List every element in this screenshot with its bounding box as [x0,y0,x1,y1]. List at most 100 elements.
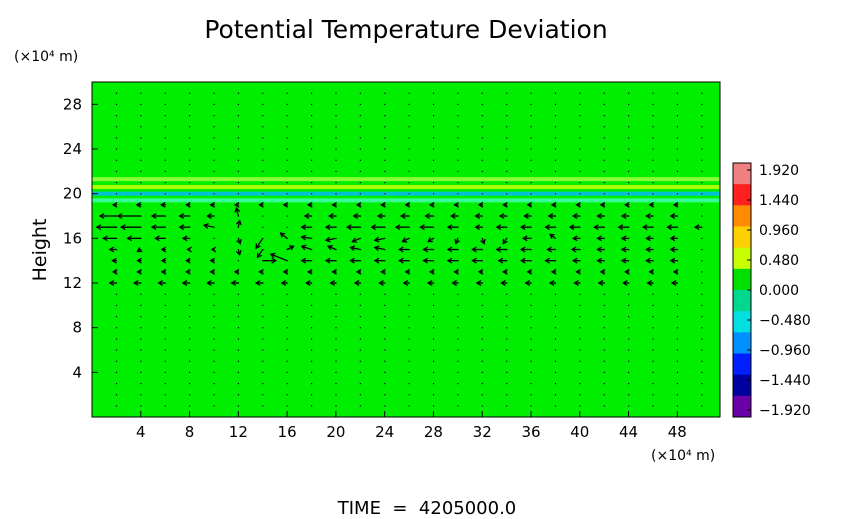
vector-dot-522 [554,405,557,407]
y-tick-label-6: 28 [63,95,82,113]
vector-dot-268 [335,327,337,329]
x-tick-label-10: 44 [619,423,638,441]
wind-vector-shaft [327,245,337,251]
vector-dot-614 [628,349,630,351]
wind-vector-108 [186,246,192,253]
wind-vector-head [519,246,526,253]
vector-dot-372 [408,137,410,139]
vector-dot-293 [359,371,361,374]
colorbar-tick-label-6: −0.960 [759,343,811,359]
vector-dot-501 [530,316,532,318]
wind-vector-34 [544,224,556,231]
x-tick-label-6: 28 [424,423,443,441]
vector-dot-20 [115,182,118,184]
vector-dot-644 [652,338,654,340]
vector-dot-520 [530,103,532,106]
vector-dot-358 [408,293,410,295]
vector-dot-658 [652,182,654,184]
vector-dot-391 [432,249,435,251]
wind-vector-head [378,280,384,286]
vector-dot-414 [457,316,459,318]
vector-dot-528 [554,338,557,340]
vector-dot-545 [554,148,557,150]
wind-vector-40 [693,224,702,231]
vector-dot-70 [164,271,166,273]
vector-dot-233 [310,394,313,396]
vector-dot-295 [359,349,361,351]
vector-dot-592 [603,271,605,273]
vector-dot-422 [457,226,459,228]
vector-dot-655 [652,215,654,217]
vector-dot-82 [164,137,166,139]
vector-dot-612 [628,371,630,374]
wind-vectors [95,201,702,286]
vector-dot-276 [335,237,337,240]
vector-dot-454 [481,193,483,195]
vector-dot-523 [554,394,557,396]
vector-dot-203 [286,405,288,407]
vector-dot-92 [189,349,191,351]
wind-vector-head [666,224,672,231]
vector-dot-691 [676,137,679,139]
vector-dot-601 [603,170,605,173]
vector-dot-402 [432,126,435,128]
vector-dot-577 [579,115,581,117]
vector-dot-7 [115,327,118,329]
wind-vector-22 [279,232,288,239]
vector-dot-509 [530,226,532,228]
colorbar-segment-7 [733,311,751,333]
colorbar-tick-labels: 1.920 1.440 0.960 0.480 0.000 −0.480 −0.960 −1.… [747,163,811,419]
vector-dot-10 [115,293,118,295]
vector-dot-464 [506,405,508,407]
vector-dot-562 [579,282,581,284]
vector-dot-25 [115,126,118,128]
vector-dot-16 [115,226,118,228]
vector-dot-214 [286,282,288,284]
wind-vector-56 [669,213,678,219]
vector-dot-24 [115,137,118,139]
vector-dot-213 [286,293,288,295]
wind-vector-head [380,268,386,275]
vector-dot-49 [140,182,142,184]
vector-dot-514 [530,170,532,173]
wind-vector-head [108,280,115,286]
vector-dot-473 [506,304,508,307]
vector-dot-526 [554,360,557,362]
vector-dot-471 [506,327,508,329]
vector-dot-116 [213,405,215,407]
vector-dot-338 [384,193,386,195]
wind-vector-48 [474,213,483,219]
vector-dot-129 [213,260,215,262]
vector-dot-101 [189,249,191,251]
vector-dot-181 [262,327,264,329]
vector-dot-548 [554,115,557,117]
wind-vector-head [474,224,481,231]
vector-dot-541 [554,193,557,195]
wind-vector-head [280,280,287,286]
vector-dot-441 [481,338,483,340]
vector-dot-148 [237,371,240,374]
vector-dot-618 [628,304,630,307]
vector-dot-389 [432,271,435,273]
vector-dot-425 [457,193,459,195]
wind-vector-head [255,243,261,250]
wind-vector-head [471,257,477,264]
vector-dot-442 [481,327,483,329]
vector-dot-167 [237,159,240,161]
vector-dot-307 [359,215,361,217]
vector-dot-184 [262,293,264,295]
vector-dot-645 [652,327,654,329]
vector-dot-690 [676,148,679,150]
wind-vector-11 [126,235,141,242]
vector-dot-44 [140,237,142,240]
wind-vector-head [422,246,429,253]
wind-vector-54 [620,213,629,219]
colorbar-tick-label-8: −1.920 [759,403,811,419]
vector-dot-487 [506,148,508,150]
x-unit-label: (×10⁴ m) [651,448,715,464]
vector-dot-499 [530,338,532,340]
vector-dot-86 [164,92,166,94]
wind-vector-head [428,201,435,208]
vector-dot-117 [213,394,215,396]
vector-dot-132 [213,226,215,228]
